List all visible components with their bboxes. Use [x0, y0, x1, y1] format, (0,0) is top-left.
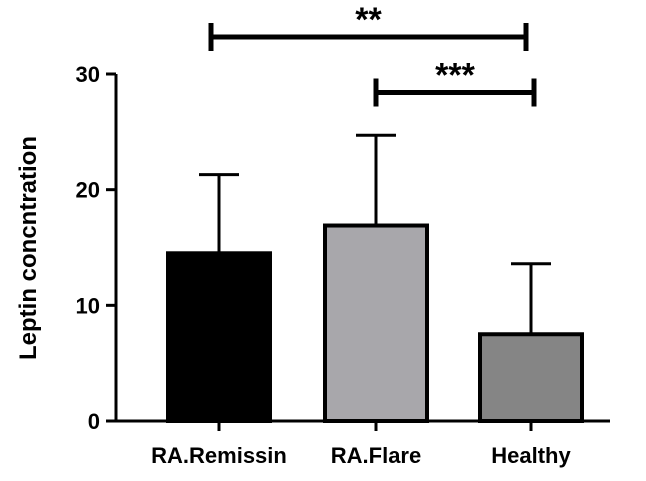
significance-label-2: ***: [435, 57, 475, 95]
x-tick-label-1: RA.Remissin: [151, 443, 287, 468]
bar-2: [323, 223, 429, 423]
x-tick-label-2: RA.Flare: [331, 443, 421, 468]
bar-3: [478, 332, 584, 423]
significance-label-1: **: [355, 1, 382, 39]
y-tick-label-10: 10: [76, 293, 100, 318]
y-tick-label-0: 0: [88, 409, 100, 434]
y-tick-label-30: 30: [76, 62, 100, 87]
y-tick-label-20: 20: [76, 178, 100, 203]
bar-1: [166, 251, 272, 423]
y-axis-title: Leptin concntration: [15, 136, 42, 360]
x-tick-label-3: Healthy: [491, 443, 571, 468]
